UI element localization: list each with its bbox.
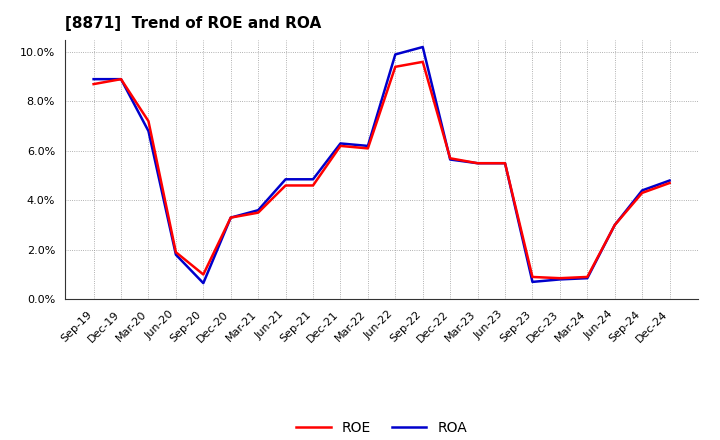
ROE <box>665 180 674 186</box>
ROA <box>309 176 318 182</box>
ROA <box>117 77 125 82</box>
ROE <box>528 274 537 279</box>
ROE <box>583 274 592 279</box>
ROA <box>364 143 372 149</box>
ROA <box>665 178 674 183</box>
ROE <box>391 64 400 70</box>
ROA <box>418 44 427 50</box>
Line: ROE: ROE <box>94 62 670 278</box>
ROA <box>638 188 647 193</box>
ROE <box>144 118 153 124</box>
ROA <box>528 279 537 285</box>
Legend: ROE, ROA: ROE, ROA <box>290 415 473 440</box>
ROA <box>199 280 207 286</box>
ROA <box>144 128 153 134</box>
ROA <box>473 161 482 166</box>
ROA <box>583 275 592 281</box>
ROA <box>226 215 235 220</box>
ROA <box>391 52 400 57</box>
ROE <box>254 210 263 215</box>
ROA <box>336 141 345 146</box>
ROE <box>309 183 318 188</box>
Text: [8871]  Trend of ROE and ROA: [8871] Trend of ROE and ROA <box>65 16 321 32</box>
ROE <box>117 77 125 82</box>
ROE <box>446 156 454 161</box>
ROE <box>473 161 482 166</box>
ROE <box>336 143 345 149</box>
ROE <box>282 183 290 188</box>
ROE <box>171 249 180 255</box>
Line: ROA: ROA <box>94 47 670 283</box>
ROE <box>611 222 619 227</box>
ROE <box>89 81 98 87</box>
ROA <box>282 176 290 182</box>
ROA <box>611 222 619 227</box>
ROA <box>254 208 263 213</box>
ROA <box>446 157 454 162</box>
ROA <box>556 277 564 282</box>
ROE <box>638 190 647 195</box>
ROE <box>199 272 207 277</box>
ROE <box>364 146 372 151</box>
ROA <box>171 252 180 257</box>
ROA <box>89 77 98 82</box>
ROE <box>556 275 564 281</box>
ROE <box>418 59 427 65</box>
ROE <box>500 161 509 166</box>
ROA <box>500 161 509 166</box>
ROE <box>226 215 235 220</box>
